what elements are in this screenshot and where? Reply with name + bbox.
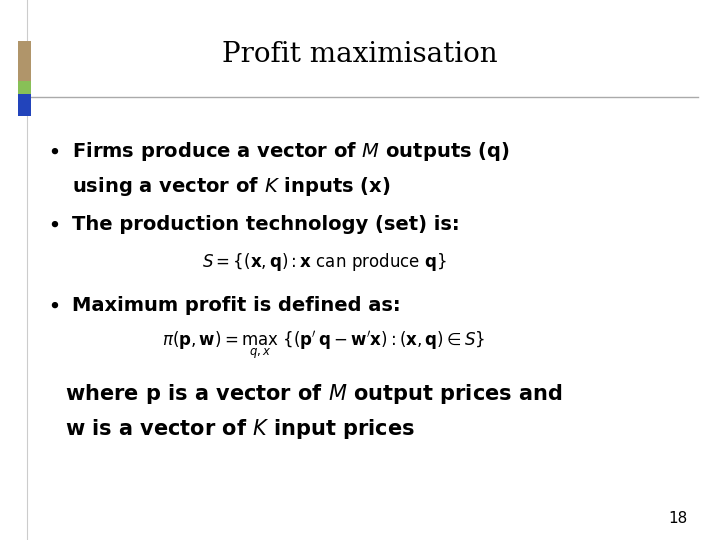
Text: Firms produce a vector of $M$ outputs (q): Firms produce a vector of $M$ outputs (q… [72,140,510,163]
Text: $\pi(\mathbf{p},\mathbf{w}) = \max_{q,x}\ \{(\mathbf{p}'\mathbf{q} - \mathbf{w}': $\pi(\mathbf{p},\mathbf{w}) = \max_{q,x}… [162,329,486,362]
Text: using a vector of $K$ inputs (x): using a vector of $K$ inputs (x) [72,175,390,198]
Text: $\bullet$: $\bullet$ [47,214,59,234]
Text: $\bullet$: $\bullet$ [47,141,59,161]
Text: 18: 18 [668,511,688,526]
Text: $\bullet$: $\bullet$ [47,295,59,315]
Text: $S = \{(\mathbf{x},\mathbf{q}) : \mathbf{x}\ \mathrm{can\ produce}\ \mathbf{q}\}: $S = \{(\mathbf{x},\mathbf{q}) : \mathbf… [202,251,446,273]
Text: Profit maximisation: Profit maximisation [222,40,498,68]
Text: The production technology (set) is:: The production technology (set) is: [72,214,459,234]
Text: w is a vector of $K$ input prices: w is a vector of $K$ input prices [65,417,415,441]
Text: where p is a vector of $M$ output prices and: where p is a vector of $M$ output prices… [65,382,562,406]
Text: Maximum profit is defined as:: Maximum profit is defined as: [72,295,400,315]
